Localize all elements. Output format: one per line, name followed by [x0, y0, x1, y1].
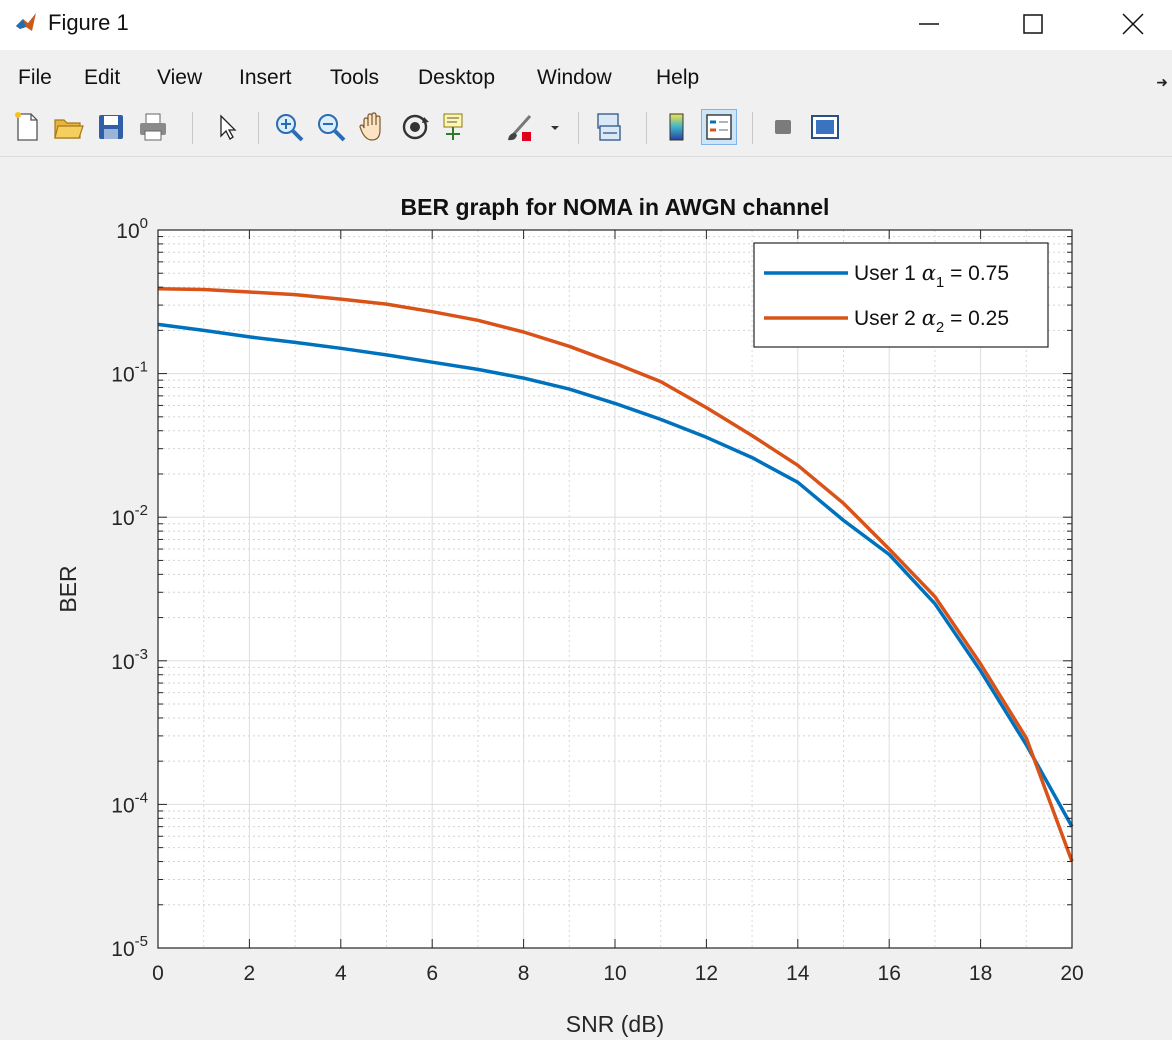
x-tick-label: 14 [786, 962, 810, 985]
save-icon [99, 115, 123, 139]
print-icon [140, 113, 166, 141]
chevron-down-icon [551, 126, 559, 130]
minimize-icon [919, 23, 939, 25]
x-tick-label: 6 [426, 962, 438, 985]
open-file-icon [54, 119, 84, 139]
menu-help[interactable]: Help [656, 66, 700, 89]
legend-entry-user-2: User 2 α2 = 0.25 [854, 306, 1009, 336]
new-figure-icon [15, 112, 38, 141]
show-plot-tools-button[interactable] [808, 110, 842, 144]
y-axis-label: BER [55, 565, 81, 612]
window-titlebar: Figure 1 [0, 0, 1172, 50]
print-button[interactable] [136, 110, 170, 144]
legend-box [753, 242, 1049, 348]
tick-marks [157, 229, 1073, 949]
insert-legend-icon [706, 114, 732, 140]
zoom-out-button[interactable] [314, 110, 348, 144]
x-tick-label: 20 [1060, 962, 1083, 985]
insert-colorbar-icon [669, 113, 684, 141]
y-tick-label: 10-4 [111, 789, 148, 817]
menu-bar: File Edit View Insert Tools Desktop Wind… [0, 60, 1172, 96]
y-tick-label: 10-2 [111, 502, 148, 530]
maximize-button[interactable] [1010, 4, 1056, 44]
x-tick-label: 18 [969, 962, 992, 985]
x-tick-label: 4 [335, 962, 347, 985]
pan-icon [359, 112, 381, 141]
legend[interactable]: User 1 α1 = 0.75 User 2 α2 = 0.25 [753, 242, 1049, 348]
x-tick-labels: 0 2 4 6 8 10 12 14 16 18 20 [152, 962, 1084, 985]
x-axis-label: SNR (dB) [566, 1011, 664, 1037]
rotate-3d-button[interactable] [398, 110, 432, 144]
menu-tools[interactable]: Tools [330, 66, 380, 89]
brush-dropdown[interactable] [543, 110, 571, 144]
edit-plot-icon [220, 114, 237, 140]
zoom-in-icon [276, 114, 304, 142]
toolbar-separator [578, 112, 579, 144]
brush-icon [508, 114, 532, 141]
close-button[interactable] [1110, 4, 1156, 44]
menu-insert[interactable]: Insert [239, 66, 292, 89]
figure-toolbar [0, 102, 1172, 157]
x-tick-label: 16 [878, 962, 901, 985]
figure-canvas-area: 0 2 4 6 8 10 12 14 16 18 20 100 10-1 10-2 10-3 10-4 10-… [0, 157, 1172, 1040]
chart: 0 2 4 6 8 10 12 14 16 18 20 100 10-1 10-2 10-3 10-4 10-… [55, 194, 1084, 1037]
menu-edit[interactable]: Edit [84, 66, 121, 89]
data-cursor-button[interactable] [440, 110, 474, 144]
edit-plot-button[interactable] [210, 110, 244, 144]
show-plot-tools-icon [811, 115, 839, 139]
chevron-right-icon[interactable]: ➜ [1156, 74, 1168, 90]
link-plot-button[interactable] [592, 110, 626, 144]
x-tick-label: 8 [518, 962, 530, 985]
x-tick-label: 12 [695, 962, 718, 985]
menu-view[interactable]: View [157, 66, 203, 89]
x-tick-label: 2 [244, 962, 256, 985]
y-tick-labels: 100 10-1 10-2 10-3 10-4 10-5 [111, 215, 148, 961]
zoom-out-icon [318, 114, 346, 142]
minimize-button[interactable] [906, 4, 952, 44]
brush-button[interactable] [504, 110, 538, 144]
insert-colorbar-button[interactable] [660, 110, 694, 144]
open-file-button[interactable] [52, 110, 86, 144]
y-tick-label: 10-5 [111, 933, 148, 961]
toolbar-separator [646, 112, 647, 144]
menu-desktop[interactable]: Desktop [418, 66, 496, 89]
window-title: Figure 1 [48, 10, 129, 35]
toolbar-separator [192, 112, 193, 144]
hide-plot-tools-button[interactable] [766, 110, 800, 144]
chart-title: BER graph for NOMA in AWGN channel [401, 194, 830, 220]
data-cursor-icon [443, 113, 463, 140]
series-group [157, 286, 1074, 863]
save-button[interactable] [94, 110, 128, 144]
x-tick-label: 10 [603, 962, 626, 985]
legend-entry-user-1: User 1 α1 = 0.75 [854, 261, 1009, 291]
menu-file[interactable]: File [18, 66, 52, 89]
link-plot-icon [597, 113, 621, 141]
series-line-user-1 [157, 322, 1074, 828]
toolbar-separator [752, 112, 753, 144]
hide-plot-tools-icon [775, 120, 791, 134]
y-tick-label: 100 [116, 215, 148, 243]
close-icon [1122, 13, 1144, 35]
rotate-3d-icon [402, 114, 429, 140]
zoom-in-button[interactable] [272, 110, 306, 144]
series-line-user-2 [157, 286, 1074, 863]
y-tick-label: 10-3 [111, 646, 148, 674]
new-figure-button[interactable] [10, 110, 44, 144]
maximize-icon [1023, 14, 1043, 34]
pan-button[interactable] [356, 110, 390, 144]
menu-window[interactable]: Window [537, 66, 612, 89]
matlab-logo-icon [16, 13, 36, 31]
toolbar-separator [258, 112, 259, 144]
y-tick-label: 10-1 [111, 359, 148, 387]
insert-legend-button[interactable] [701, 109, 737, 145]
x-tick-label: 0 [152, 962, 164, 985]
